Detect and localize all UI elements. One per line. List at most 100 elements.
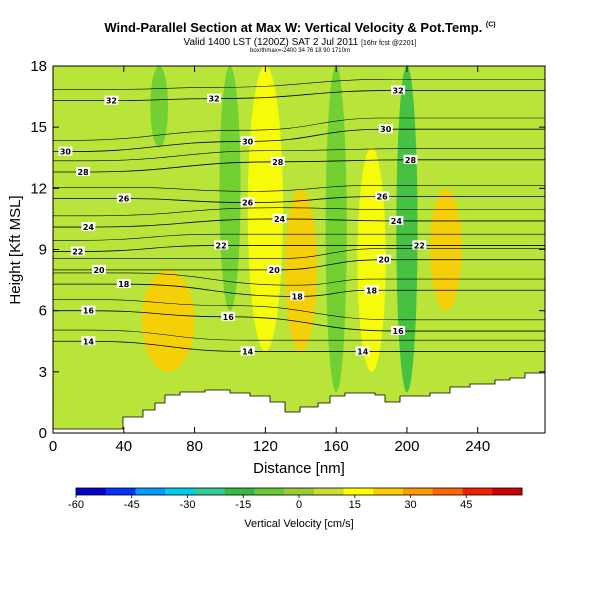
contour-label: 32 [106, 97, 117, 106]
contour-label-bg [116, 279, 131, 289]
colorbar-tick-label: -15 [235, 499, 251, 511]
contour-label: 18 [366, 286, 378, 295]
contour-label-bg [240, 346, 255, 356]
velocity-band [247, 66, 284, 352]
contour-label-bg [267, 264, 282, 274]
contour-label: 28 [272, 158, 284, 167]
colorbar-swatch [373, 488, 404, 495]
velocity-band [141, 269, 195, 372]
contour-label: 32 [393, 86, 404, 95]
colorbar-swatch [432, 488, 464, 495]
y-tick-label: 18 [30, 58, 47, 75]
contour-label: 30 [60, 148, 72, 157]
colorbar-swatch [254, 488, 285, 495]
colorbar-tick-label: -60 [68, 499, 84, 511]
contour-label: 22 [414, 241, 425, 250]
contour-label: 30 [242, 137, 254, 146]
x-tick-label: 40 [115, 438, 132, 455]
colorbar-swatch [313, 488, 345, 495]
velocity-band [325, 66, 347, 393]
contour-label: 24 [83, 223, 95, 232]
contour-label-bg [375, 191, 390, 201]
theta-contour [53, 184, 545, 192]
contour-label-bg [81, 336, 96, 346]
chart-title-sup: (C) [485, 21, 496, 29]
contour-label: 26 [242, 199, 254, 208]
colorbar-title: Vertical Velocity [cm/s] [244, 518, 353, 530]
colorbar-swatch [224, 488, 255, 495]
colorbar-tick-label: -45 [124, 499, 140, 511]
y-tick-label: 6 [39, 303, 47, 320]
colorbar-swatch [284, 488, 315, 495]
contour-label: 14 [242, 347, 254, 356]
x-tick-label: 120 [253, 438, 278, 455]
theta-contour [53, 329, 545, 341]
colorbar-swatch [194, 488, 226, 495]
y-axis-title: Height [Kft MSL] [7, 195, 24, 304]
x-tick-label: 160 [324, 438, 349, 455]
colorbar-swatch [403, 488, 434, 495]
y-tick-label: 12 [30, 180, 47, 197]
colorbar-tick-label: 30 [404, 499, 416, 511]
contour-label-bg [116, 193, 131, 203]
contour-label-bg [403, 154, 418, 164]
contour-label-bg [221, 311, 236, 321]
contour-label-bg [391, 326, 406, 336]
chart-title: Wind-Parallel Section at Max W: Vertical… [104, 20, 496, 35]
colorbar-swatch [105, 488, 136, 495]
y-tick-label: 9 [39, 242, 47, 259]
velocity-band [396, 66, 418, 393]
contour-label-bg [81, 305, 96, 315]
contour-label: 26 [377, 192, 389, 201]
theta-contour [53, 207, 545, 217]
contour-label: 20 [269, 266, 281, 275]
colorbar-swatch [343, 488, 374, 495]
contour-label: 20 [378, 256, 390, 265]
colorbar-tick-label: 15 [349, 499, 361, 511]
theta-contour [53, 148, 545, 162]
contour-label: 32 [208, 95, 219, 104]
y-tick-label: 15 [30, 119, 47, 136]
contour-label: 24 [391, 217, 403, 226]
theta-contour [53, 117, 545, 141]
x-tick-label: 0 [49, 438, 57, 455]
chart-subtitle: Valid 1400 LST (1200Z) SAT 2 Jul 2011 [1… [183, 37, 417, 48]
chart-subtitle-small: [16hr fcst @2201] [361, 40, 417, 47]
theta-contour [53, 248, 545, 259]
contour-label: 16 [83, 307, 95, 316]
velocity-band [429, 188, 462, 311]
contour-label: 14 [357, 347, 369, 356]
chart-subsubtitle: box/thmax=-2400 34 76 18 90 1710m [250, 48, 350, 54]
contour-label-bg [378, 124, 393, 134]
x-tick-label: 240 [465, 438, 490, 455]
contour-label-bg [76, 167, 91, 177]
colorbar-tick-label: -30 [180, 499, 196, 511]
contour-label: 28 [405, 156, 417, 165]
contour-label-bg [104, 95, 119, 105]
contour-label-bg [70, 246, 85, 256]
contour-label-bg [389, 215, 404, 225]
contour-label: 28 [78, 168, 90, 177]
contour-label: 16 [223, 313, 235, 322]
colorbar-swatch [492, 488, 523, 495]
y-tick-label: 3 [39, 364, 47, 381]
contour-label-bg [272, 213, 287, 223]
contour-label-bg [391, 85, 406, 95]
velocity-band [150, 66, 169, 148]
contour-label-bg [290, 291, 305, 301]
colorbar-swatch [76, 488, 107, 495]
contour-label-bg [376, 254, 391, 264]
contour-label-bg [364, 285, 379, 295]
x-tick-label: 200 [394, 438, 419, 455]
terrain-mask [53, 372, 545, 433]
colorbar-swatch [135, 488, 166, 495]
contour-label: 18 [118, 280, 130, 289]
contour-label-bg [240, 136, 255, 146]
velocity-band [219, 66, 241, 311]
contour-label-bg [412, 240, 427, 250]
contour-label: 30 [380, 125, 392, 134]
contour-label-bg [355, 346, 370, 356]
contour-label-bg [92, 264, 107, 274]
contour-label: 18 [292, 292, 304, 301]
contour-label: 22 [216, 241, 227, 250]
